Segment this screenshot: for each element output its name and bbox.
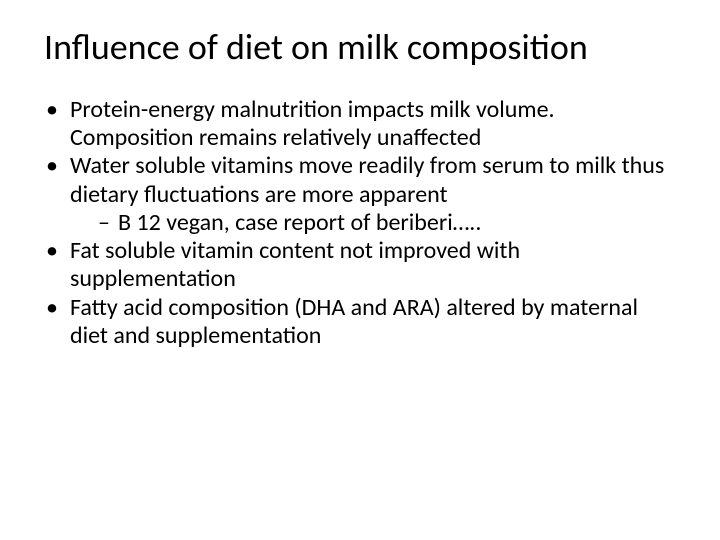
list-item: B 12 vegan, case report of beriberi…..: [98, 209, 676, 237]
list-item: Protein-energy malnutrition impacts milk…: [44, 96, 676, 153]
bullet-list: Protein-energy malnutrition impacts milk…: [40, 96, 680, 351]
bullet-text: Water soluble vitamins move readily from…: [70, 151, 664, 208]
list-item: Fatty acid composition (DHA and ARA) alt…: [44, 294, 676, 351]
sub-bullet-list: B 12 vegan, case report of beriberi…..: [70, 209, 676, 237]
list-item: Water soluble vitamins move readily from…: [44, 152, 676, 237]
slide-title: Influence of diet on milk composition: [44, 28, 680, 68]
bullet-text: Fat soluble vitamin content not improved…: [70, 236, 520, 293]
bullet-text: Fatty acid composition (DHA and ARA) alt…: [70, 293, 638, 350]
bullet-text: B 12 vegan, case report of beriberi…..: [118, 208, 481, 237]
slide: Influence of diet on milk composition Pr…: [0, 0, 720, 540]
bullet-text: Protein-energy malnutrition impacts milk…: [70, 95, 555, 152]
list-item: Fat soluble vitamin content not improved…: [44, 237, 676, 294]
